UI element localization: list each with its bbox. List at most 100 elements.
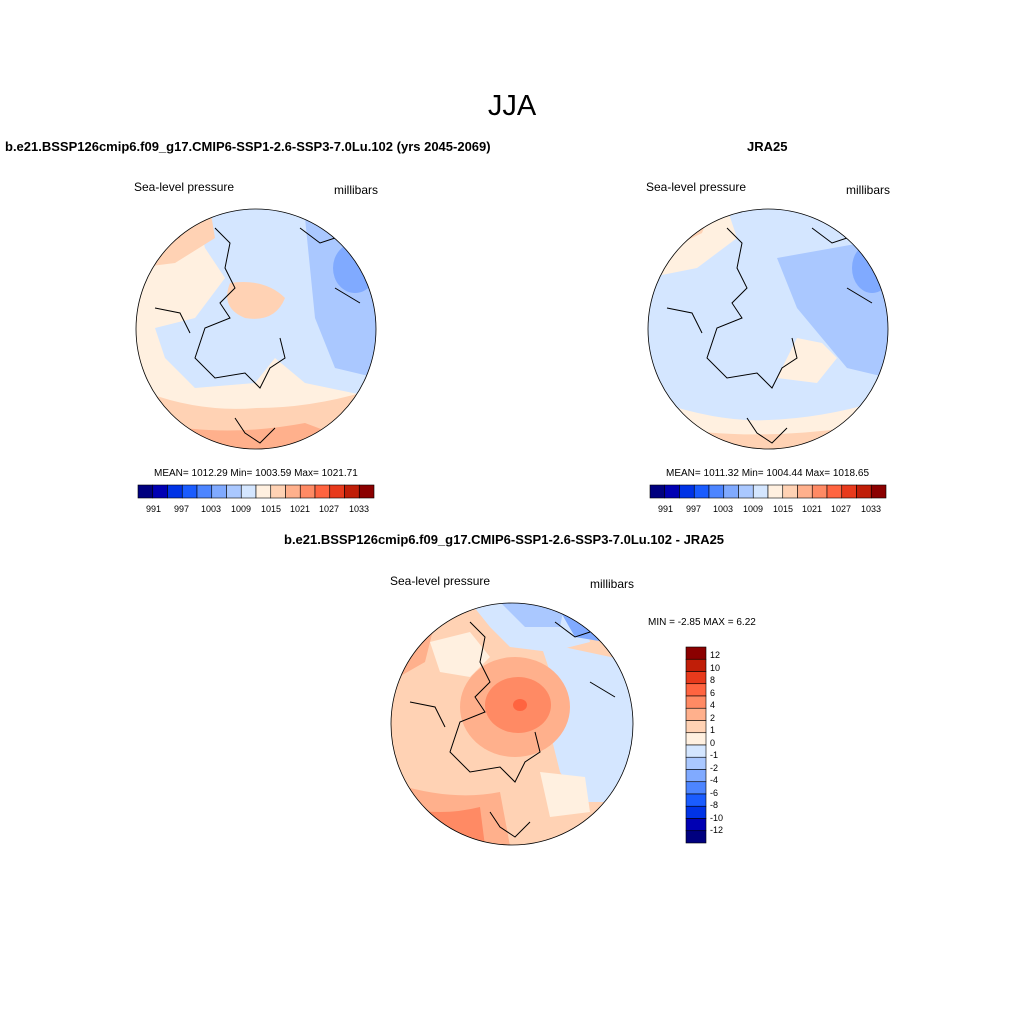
colorbar-swatch (826, 484, 843, 499)
colorbar-swatch (226, 484, 242, 499)
model-high-center (227, 282, 285, 319)
diff-polar-map (390, 602, 634, 846)
colorbar-swatch (870, 484, 887, 499)
colorbar-swatch (685, 658, 707, 672)
diff-tick: 6 (710, 687, 716, 698)
model-tick: 1033 (349, 504, 370, 514)
diff-coastline (409, 621, 616, 838)
model-stats: MEAN= 1012.29 Min= 1003.59 Max= 1021.71 (154, 468, 358, 479)
colorbar-swatch (664, 484, 680, 499)
obs-units-label: millibars (846, 183, 891, 197)
diff-panel-title: b.e21.BSSP126cmip6.f09_g17.CMIP6-SSP1-2.… (284, 532, 725, 547)
colorbar-swatch (856, 484, 872, 499)
colorbar-swatch (649, 484, 666, 499)
colorbar-swatch (685, 707, 707, 721)
colorbar-swatch (685, 732, 707, 746)
diff-stats: MIN = -2.85 MAX = 6.22 (648, 617, 756, 628)
model-polar-map (135, 208, 377, 450)
diff-neg-east (540, 642, 633, 802)
colorbar-swatch (685, 683, 707, 697)
colorbar-swatch (738, 484, 754, 499)
diff-near-zero (430, 632, 490, 677)
diff-tick: -8 (710, 800, 719, 810)
model-tick: 1015 (261, 504, 282, 514)
figure-title: JJA (487, 90, 537, 122)
colorbar-swatch (685, 818, 707, 832)
colorbar-swatch (752, 484, 769, 499)
colorbar-swatch (685, 671, 707, 685)
diff-tick: 2 (710, 712, 716, 723)
colorbar-swatch (685, 720, 707, 734)
diff-tick: -1 (710, 750, 719, 760)
model-coastline (154, 227, 361, 444)
colorbar-swatch (299, 484, 316, 499)
diff-tick: -4 (710, 775, 719, 785)
obs-tick: 1009 (743, 504, 764, 514)
diff-tick: 10 (710, 662, 721, 673)
obs-tick: 1027 (831, 504, 852, 514)
model-tick: 991 (146, 504, 162, 514)
colorbar-swatch (685, 830, 707, 844)
diff-tick: 0 (710, 737, 716, 748)
diff-tick: 12 (710, 650, 721, 660)
colorbar-swatch (693, 484, 710, 499)
colorbar-swatch (181, 484, 198, 499)
colorbar-swatch (708, 484, 725, 499)
model-low-min (333, 243, 376, 293)
obs-polar-map (647, 208, 889, 450)
colorbar-swatch (685, 744, 707, 758)
colorbar-swatch (211, 484, 227, 499)
colorbar-swatch (811, 484, 828, 499)
obs-tick: 991 (658, 504, 674, 514)
diff-pos-max (513, 699, 527, 711)
colorbar-swatch (685, 769, 707, 783)
diff-variable-label: Sea-level pressure (390, 574, 491, 588)
colorbar-swatch (685, 756, 707, 770)
obs-high-west-max (648, 209, 692, 238)
diff-near-zero-southeast (540, 772, 590, 817)
colorbar-swatch (137, 484, 154, 499)
obs-coastline (666, 227, 873, 444)
diff-pos-south-core (400, 807, 485, 845)
model-tick: 1027 (319, 504, 340, 514)
model-panel-title: b.e21.BSSP126cmip6.f09_g17.CMIP6-SSP1-2.… (5, 139, 491, 154)
colorbar-swatch (152, 484, 168, 499)
diff-colorbar (685, 646, 707, 844)
colorbar-swatch (685, 805, 707, 819)
colorbar-swatch (685, 695, 707, 709)
obs-stats: MEAN= 1011.32 Min= 1004.44 Max= 1018.65 (666, 468, 870, 479)
colorbar-swatch (767, 484, 784, 499)
obs-tick: 1033 (861, 504, 882, 514)
colorbar-swatch (240, 484, 257, 499)
colorbar-swatch (255, 484, 272, 499)
model-tick: 1021 (290, 504, 311, 514)
diff-tick: 4 (710, 700, 716, 710)
obs-tick: 997 (686, 504, 702, 514)
obs-colorbar (649, 484, 887, 499)
model-units-label: millibars (334, 183, 379, 197)
obs-high-southeast (777, 338, 837, 383)
model-tick: 997 (174, 504, 190, 514)
colorbar-swatch (167, 484, 183, 499)
obs-low-min (852, 243, 888, 293)
diff-tick: -2 (710, 762, 719, 773)
obs-variable-label: Sea-level pressure (646, 180, 747, 194)
diff-tick: 8 (710, 675, 716, 685)
colorbar-swatch (358, 484, 375, 499)
model-variable-label: Sea-level pressure (134, 180, 235, 194)
diff-tick: -6 (710, 787, 719, 798)
obs-tick: 1021 (802, 504, 823, 514)
diff-tick: -10 (710, 812, 724, 823)
diff-units-label: millibars (590, 577, 635, 591)
colorbar-swatch (679, 484, 695, 499)
diff-tick: -12 (710, 825, 724, 835)
colorbar-swatch (329, 484, 345, 499)
obs-tick: 1003 (713, 504, 734, 514)
colorbar-swatch (685, 793, 707, 807)
colorbar-swatch (782, 484, 798, 499)
colorbar-swatch (723, 484, 739, 499)
model-colorbar (137, 484, 375, 499)
colorbar-swatch (344, 484, 360, 499)
colorbar-swatch (841, 484, 857, 499)
obs-panel-title: JRA25 (747, 139, 788, 154)
